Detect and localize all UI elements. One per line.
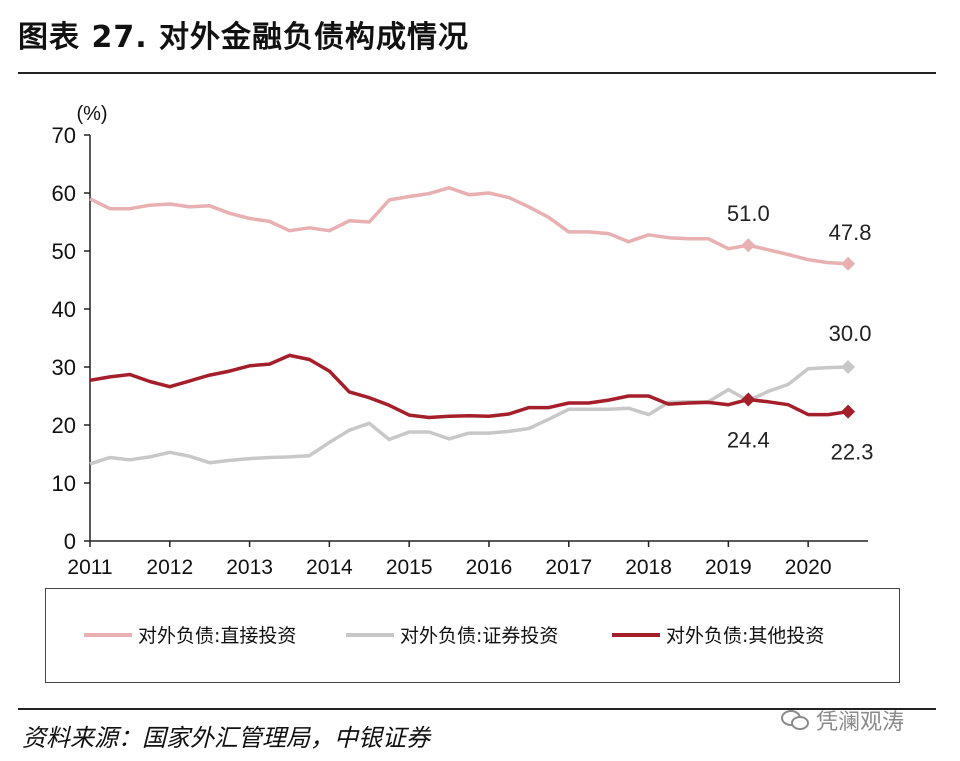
legend-item-other: 对外负债:其他投资 xyxy=(612,621,824,648)
page-title: 图表 27. 对外金融负债构成情况 xyxy=(18,20,470,55)
legend-label-securities: 对外负债:证券投资 xyxy=(400,625,559,647)
legend-label-direct: 对外负债:直接投资 xyxy=(138,625,297,647)
data-label-direct: 47.8 xyxy=(829,220,872,245)
y-tick-label: 10 xyxy=(52,471,76,496)
x-tick-label: 2019 xyxy=(705,556,752,579)
x-tick-label: 2013 xyxy=(226,556,273,579)
legend-swatch-direct xyxy=(84,632,132,637)
chart-axes: 0 10 20 30 40 50 60 70(%) 2011 2012 2013 2014 2015 20… xyxy=(52,103,868,579)
legend-swatch-other xyxy=(612,632,660,637)
line-chart: 0 10 20 30 40 50 60 70(%) 2011 2012 2013 2014 2015 20… xyxy=(52,103,874,579)
data-label-direct: 51.0 xyxy=(727,201,770,226)
source-note: 资料来源：国家外汇管理局，中银证券 xyxy=(22,724,430,752)
y-tick-label: 70 xyxy=(52,123,76,148)
data-label-other: 24.4 xyxy=(727,427,770,452)
y-tick-label: 20 xyxy=(52,413,76,438)
watermark: 凭澜观涛 xyxy=(780,704,904,736)
wechat-icon xyxy=(781,710,809,730)
y-tick-label: 40 xyxy=(52,297,76,322)
series-line-securities xyxy=(89,365,849,466)
y-axis-label: (%) xyxy=(76,103,107,125)
y-tick-label: 0 xyxy=(64,529,76,554)
data-marker-direct xyxy=(741,238,756,253)
data-label-other: 22.3 xyxy=(831,440,874,465)
y-tick-label: 50 xyxy=(52,239,76,264)
chart-legend: 对外负债:直接投资 对外负债:证券投资 对外负债:其他投资 xyxy=(45,588,900,683)
x-tick-label: 2012 xyxy=(146,556,193,579)
x-tick-label: 2018 xyxy=(625,556,672,579)
data-marker-securities xyxy=(841,360,856,374)
x-tick-label: 2015 xyxy=(386,556,433,579)
legend-swatch-securities xyxy=(346,632,394,637)
data-marker-other xyxy=(741,392,756,407)
x-tick-label: 2017 xyxy=(545,556,592,579)
x-tick-label: 2014 xyxy=(306,556,353,579)
legend-item-securities: 对外负债:证券投资 xyxy=(346,621,558,648)
y-tick-label: 60 xyxy=(52,181,76,206)
legend-label-other: 对外负债:其他投资 xyxy=(666,625,825,647)
data-marker-direct xyxy=(841,256,856,271)
y-tick-label: 30 xyxy=(52,355,76,380)
legend-item-direct: 对外负债:直接投资 xyxy=(84,621,296,648)
data-marker-other xyxy=(841,404,856,419)
chart-data-labels: 51.0 47.8 30.0 24.4 22.3 xyxy=(727,201,874,464)
data-label-securities: 30.0 xyxy=(829,321,872,346)
series-line-direct xyxy=(89,186,849,266)
series-line-other xyxy=(89,353,849,420)
watermark-text: 凭澜观涛 xyxy=(816,710,905,735)
chart-lines xyxy=(89,186,849,466)
x-tick-label: 2011 xyxy=(67,556,112,579)
source-divider xyxy=(18,708,936,710)
x-tick-label: 2016 xyxy=(466,556,513,579)
x-tick-label: 2020 xyxy=(785,556,832,579)
title-divider xyxy=(18,72,936,74)
